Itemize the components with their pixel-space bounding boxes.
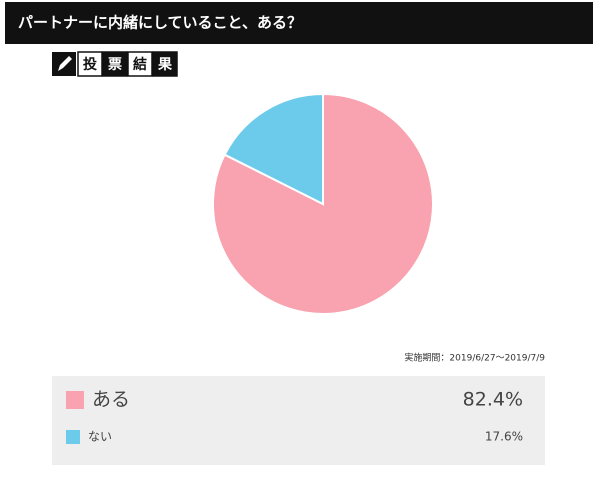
badge-box	[102, 51, 128, 77]
pencil-icon	[58, 56, 72, 71]
badge-box	[77, 51, 103, 77]
badge-char: 投	[83, 57, 97, 73]
legend-value: 82.4%	[463, 389, 523, 411]
header-bar	[5, 2, 593, 44]
badge-box	[127, 51, 153, 77]
badge-char: 結	[133, 56, 147, 73]
badge-char: 票	[108, 57, 122, 73]
badge-box	[152, 51, 178, 77]
legend-swatch	[66, 391, 84, 409]
header-title: パートナーに内緒にしていること、ある？	[18, 14, 302, 32]
legend-label: ある	[92, 389, 130, 411]
legend-swatch	[66, 430, 80, 444]
legend-label: ない	[88, 430, 112, 444]
legend-box	[52, 376, 545, 465]
legend-value: 17.6%	[485, 430, 523, 444]
pie-slice	[223, 92, 324, 206]
period-note: 実施期間：2019/6/27〜2019/7/9	[404, 352, 545, 364]
badge-char: 果	[157, 57, 173, 73]
